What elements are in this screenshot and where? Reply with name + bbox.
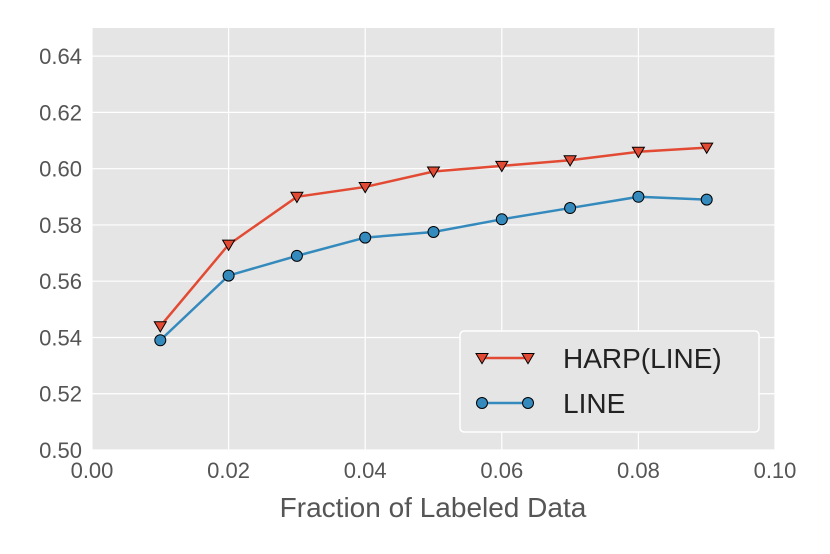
data-point-line xyxy=(427,225,440,238)
x-tick-label: 0.02 xyxy=(207,458,250,483)
legend-label: LINE xyxy=(563,388,625,419)
data-point-harp-line xyxy=(153,321,168,333)
data-point-harp-line xyxy=(563,155,577,167)
data-point-line xyxy=(564,202,577,215)
data-point-line xyxy=(359,231,372,244)
y-tick-label: 0.56 xyxy=(39,269,82,294)
x-tick-label: 0.04 xyxy=(344,458,387,483)
data-point-harp-line xyxy=(699,142,714,155)
x-tick-label: 0.00 xyxy=(71,458,114,483)
y-tick-label: 0.64 xyxy=(39,44,82,69)
data-point-line xyxy=(222,269,235,282)
legend: HARP(LINE) LINE xyxy=(459,330,760,433)
legend-marker xyxy=(522,397,534,409)
series-markers xyxy=(153,142,714,347)
data-point-harp-line xyxy=(426,166,441,179)
data-point-line xyxy=(154,334,167,347)
data-point-harp-line xyxy=(221,239,236,252)
legend-marker xyxy=(521,353,535,365)
y-tick-label: 0.50 xyxy=(39,438,82,463)
x-axis-label: Fraction of Labeled Data xyxy=(280,492,587,523)
data-point-line xyxy=(495,213,508,226)
legend-box xyxy=(459,330,760,433)
data-point-line xyxy=(632,190,645,203)
x-tick-label: 0.10 xyxy=(754,458,797,483)
y-tick-labels: 0.50 0.52 0.54 0.56 0.58 0.60 0.62 0.64 xyxy=(39,44,82,463)
data-point-line xyxy=(290,249,303,262)
x-tick-label: 0.08 xyxy=(617,458,660,483)
y-tick-label: 0.54 xyxy=(39,325,82,350)
data-point-harp-line xyxy=(290,191,304,204)
data-point-harp-line xyxy=(358,181,373,194)
legend-marker xyxy=(475,353,489,365)
legend-label: HARP(LINE) xyxy=(563,343,722,374)
y-tick-label: 0.60 xyxy=(39,157,82,182)
y-tick-label: 0.52 xyxy=(39,382,82,407)
data-point-harp-line xyxy=(631,146,646,159)
legend-item-harp-line: HARP(LINE) xyxy=(475,343,722,374)
data-point-harp-line xyxy=(494,160,509,173)
x-tick-label: 0.06 xyxy=(480,458,523,483)
y-tick-label: 0.62 xyxy=(39,100,82,125)
data-point-line xyxy=(700,193,713,206)
y-tick-label: 0.58 xyxy=(39,213,82,238)
legend-marker xyxy=(476,397,488,409)
legend-item-line: LINE xyxy=(476,388,625,419)
x-tick-labels: 0.00 0.02 0.04 0.06 0.08 0.10 xyxy=(71,458,797,483)
